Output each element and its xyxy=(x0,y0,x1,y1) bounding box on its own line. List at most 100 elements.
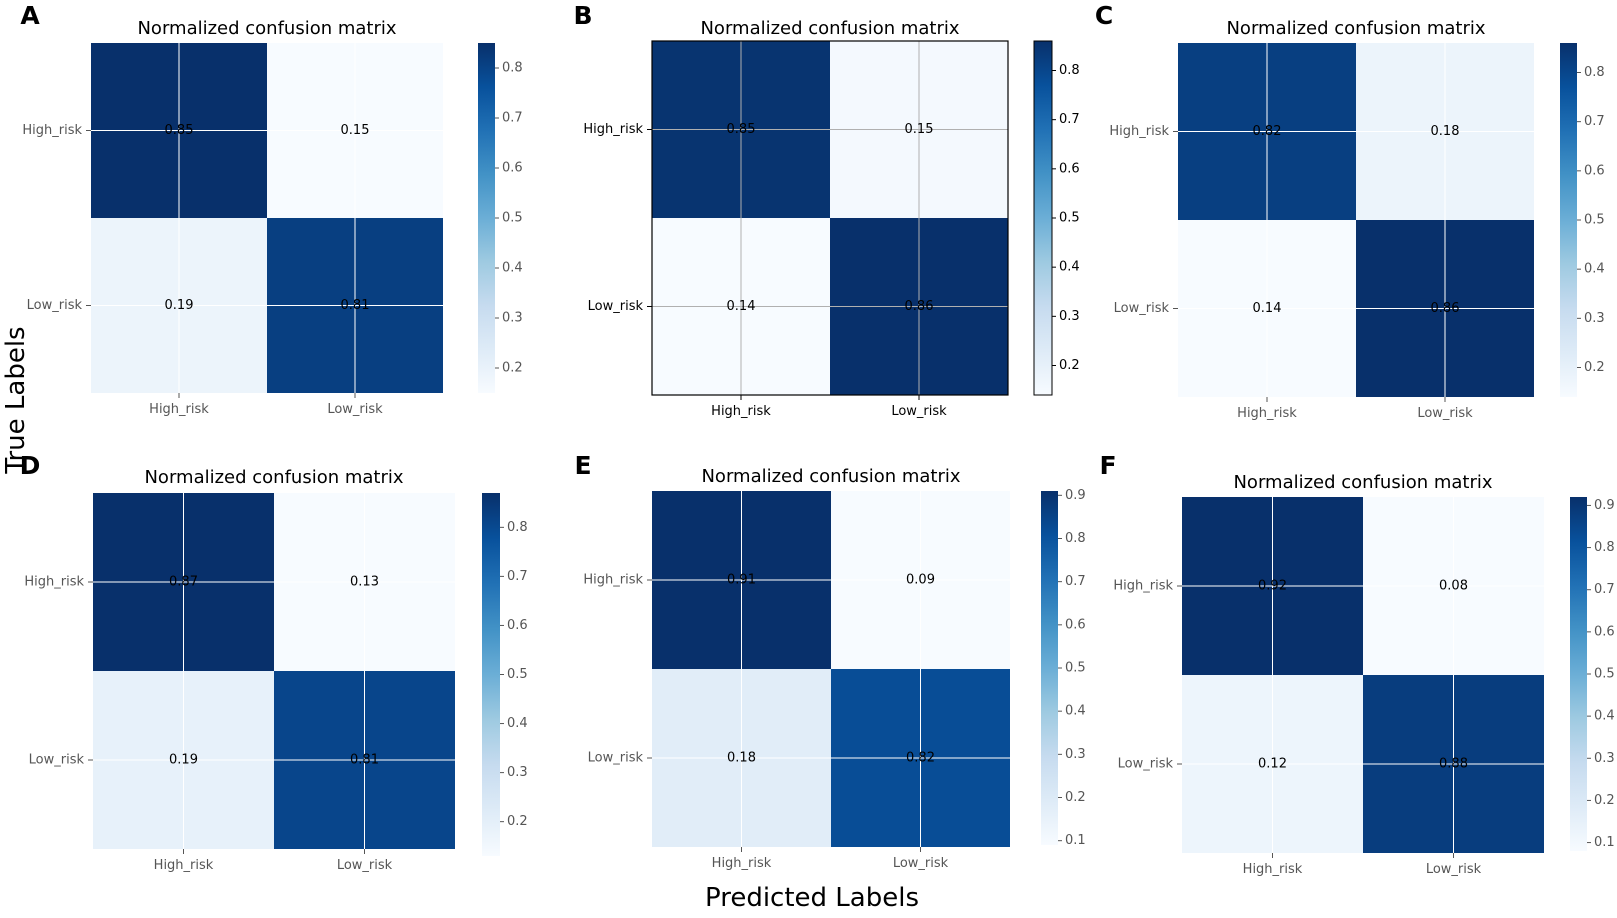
y-tick-label: Low_risk xyxy=(27,298,83,313)
panel-e: E Normalized confusion matrix 0.91 0.09 0.18… xyxy=(574,451,1085,871)
cell-value-label: 0.87 xyxy=(169,575,198,590)
panel-letter: F xyxy=(1099,451,1116,480)
panel-title: Normalized confusion matrix xyxy=(700,18,959,39)
colorbar-tick-label: 0.8 xyxy=(1065,531,1086,546)
y-tick-label: Low_risk xyxy=(588,751,644,766)
cell-value-label: 0.19 xyxy=(165,298,194,313)
colorbar xyxy=(478,43,495,393)
y-tick-label: Low_risk xyxy=(29,753,85,768)
cell-value-label: 0.18 xyxy=(1431,124,1460,139)
x-tick-label: Low_risk xyxy=(1417,406,1473,421)
x-tick-label: Low_risk xyxy=(327,402,383,417)
panel-c: C Normalized confusion matrix 0.82 0.18 0.14… xyxy=(1095,1,1605,421)
colorbar-tick-label: 0.8 xyxy=(1584,65,1605,80)
colorbar-tick-label: 0.3 xyxy=(502,311,523,326)
colorbar-tick-label: 0.5 xyxy=(502,211,523,226)
colorbar xyxy=(1033,40,1053,396)
y-tick-label: High_risk xyxy=(1109,124,1169,139)
cell-value-label: 0.18 xyxy=(727,751,756,766)
colorbar-tick-label: 0.7 xyxy=(502,111,523,126)
colorbar-tick-label: 0.6 xyxy=(1059,161,1080,176)
x-axis-label: Predicted Labels xyxy=(705,883,919,913)
x-tick-label: High_risk xyxy=(154,858,214,873)
colorbar xyxy=(1560,43,1577,397)
cell-value-label: 0.81 xyxy=(341,298,370,313)
colorbar-tick-label: 0.6 xyxy=(507,618,528,633)
panel-letter: B xyxy=(573,1,592,30)
panel-d: D Normalized confusion matrix 0.87 0.13 0.19… xyxy=(20,451,528,873)
colorbar-tick-label: 0.6 xyxy=(1065,617,1086,632)
cell-value-label: 0.09 xyxy=(906,573,935,588)
cell-value-label: 0.82 xyxy=(1253,124,1282,139)
x-tick-label: Low_risk xyxy=(1426,862,1482,877)
panel-letter: C xyxy=(1095,1,1113,30)
colorbar-tick-label: 0.2 xyxy=(1059,358,1080,373)
colorbar-tick-label: 0.5 xyxy=(507,667,528,682)
x-tick-label: High_risk xyxy=(149,402,209,417)
panel-b: B Normalized confusion matrix 0.85 0.15 0.14… xyxy=(573,1,1079,419)
colorbar-tick-label: 0.3 xyxy=(1584,311,1605,326)
panel-letter: D xyxy=(20,451,41,480)
cell-value-label: 0.86 xyxy=(1431,301,1460,316)
y-tick-label: High_risk xyxy=(22,123,82,138)
y-tick-label: High_risk xyxy=(583,122,643,137)
colorbar-tick-label: 0.4 xyxy=(1065,704,1086,719)
colorbar-tick-label: 0.4 xyxy=(1584,262,1605,277)
cell-value-label: 0.13 xyxy=(350,575,379,590)
colorbar-tick-label: 0.8 xyxy=(1059,63,1080,78)
colorbar-tick-label: 0.3 xyxy=(1594,751,1615,766)
cell-value-label: 0.12 xyxy=(1258,757,1287,772)
cell-value-label: 0.19 xyxy=(169,753,198,768)
colorbar-tick-label: 0.4 xyxy=(1594,709,1615,724)
panel-title: Normalized confusion matrix xyxy=(1226,18,1485,39)
colorbar-tick-label: 0.9 xyxy=(1594,498,1615,513)
panel-title: Normalized confusion matrix xyxy=(137,18,396,39)
heatmap-frame xyxy=(651,40,1009,396)
colorbar-tick-label: 0.8 xyxy=(1594,540,1615,555)
panel-a: A Normalized confusion matrix 0.85 0.15 0.19… xyxy=(20,1,522,417)
colorbar-tick-label: 0.5 xyxy=(1594,667,1615,682)
x-tick-label: High_risk xyxy=(712,856,772,871)
colorbar-tick-label: 0.7 xyxy=(1584,114,1605,129)
colorbar-tick-label: 0.7 xyxy=(1594,582,1615,597)
cell-value-label: 0.14 xyxy=(1253,301,1282,316)
y-tick-label: Low_risk xyxy=(1114,301,1170,316)
colorbar-tick-label: 0.5 xyxy=(1584,213,1605,228)
cell-value-label: 0.82 xyxy=(906,751,935,766)
colorbar-tick-label: 0.2 xyxy=(1584,360,1605,375)
y-axis-label: True Labels xyxy=(1,326,31,474)
colorbar-tick-label: 0.6 xyxy=(1584,163,1605,178)
x-tick-label: High_risk xyxy=(1237,406,1297,421)
panel-title: Normalized confusion matrix xyxy=(144,467,403,488)
colorbar-tick-label: 0.6 xyxy=(502,161,523,176)
colorbar-tick-label: 0.4 xyxy=(1059,260,1080,275)
x-tick-label: Low_risk xyxy=(893,856,949,871)
colorbar-tick-label: 0.5 xyxy=(1059,211,1080,226)
cell-value-label: 0.15 xyxy=(905,122,934,137)
cell-value-label: 0.91 xyxy=(727,573,756,588)
cell-value-label: 0.85 xyxy=(165,123,194,138)
y-tick-label: High_risk xyxy=(24,575,84,590)
cell-value-label: 0.15 xyxy=(341,123,370,138)
y-tick-label: Low_risk xyxy=(1118,757,1174,772)
colorbar-tick-label: 0.3 xyxy=(507,765,528,780)
panel-f: F Normalized confusion matrix 0.92 0.08 0.12… xyxy=(1099,451,1614,877)
colorbar-tick-label: 0.2 xyxy=(507,814,528,829)
cell-value-label: 0.88 xyxy=(1439,757,1468,772)
cell-value-label: 0.14 xyxy=(727,299,756,314)
cell-value-label: 0.08 xyxy=(1439,579,1468,594)
cell-value-label: 0.85 xyxy=(727,122,756,137)
colorbar-tick-label: 0.2 xyxy=(1065,790,1086,805)
colorbar-tick-label: 0.4 xyxy=(507,716,528,731)
panels: A Normalized confusion matrix 0.85 0.15 0.19… xyxy=(20,1,1615,877)
panel-title: Normalized confusion matrix xyxy=(1233,472,1492,493)
colorbar-tick-label: 0.2 xyxy=(502,361,523,376)
panel-letter: E xyxy=(574,451,591,480)
colorbar-tick-label: 0.4 xyxy=(502,261,523,276)
y-tick-label: Low_risk xyxy=(588,299,644,314)
colorbar-tick-label: 0.2 xyxy=(1594,793,1615,808)
colorbar-tick-label: 0.5 xyxy=(1065,661,1086,676)
cell-value-label: 0.86 xyxy=(905,299,934,314)
